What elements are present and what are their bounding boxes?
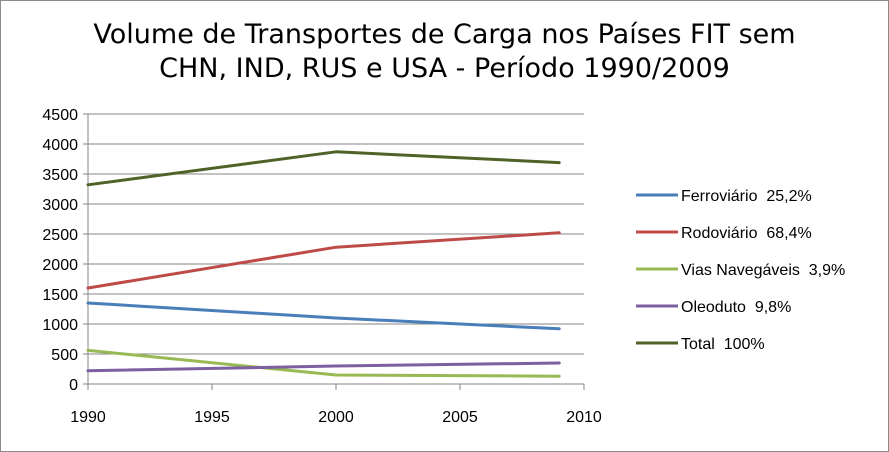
legend-label: Rodoviário 68,4% — [681, 225, 812, 242]
series-line-4 — [86, 361, 561, 373]
legend-label: Oleoduto 9,8% — [681, 299, 791, 316]
legend-label: Vias Navegáveis 3,9% — [681, 262, 845, 279]
chart-title: Volume de Transportes de Carga nos Paíse… — [0, 18, 889, 86]
series-line-5 — [86, 150, 561, 187]
y-tick-label: 4000 — [42, 137, 78, 154]
y-tick-label: 500 — [51, 347, 78, 364]
x-tick-label: 2000 — [318, 409, 354, 426]
legend-label: Total 100% — [681, 336, 765, 353]
y-tick-label: 0 — [69, 377, 78, 394]
legend: Ferroviário 25,2% Rodoviário 68,4% Vias Na… — [636, 188, 845, 353]
x-tick-label: 1995 — [194, 409, 230, 426]
y-tick-label: 2000 — [42, 257, 78, 274]
x-tick-label: 1990 — [70, 409, 106, 426]
series-line-2 — [86, 231, 561, 290]
axes: 0 500 1000 1500 2000 2500 3000 3500 4000 4500 1990… — [42, 107, 601, 426]
series-line-3 — [86, 348, 561, 378]
y-tick-label: 1500 — [42, 287, 78, 304]
chart-title-line-2: CHN, IND, RUS e USA - Período 1990/2009 — [159, 53, 730, 84]
chart-title-line-1: Volume de Transportes de Carga nos Paíse… — [93, 19, 796, 50]
y-tick-label: 3000 — [42, 197, 78, 214]
series-lines — [86, 150, 561, 378]
legend-label: Ferroviário 25,2% — [681, 188, 812, 205]
y-tick-label: 3500 — [42, 167, 78, 184]
x-tick-label: 2005 — [442, 409, 478, 426]
series-line-1 — [86, 301, 561, 331]
y-tick-label: 1000 — [42, 317, 78, 334]
y-tick-label: 4500 — [42, 107, 78, 124]
x-tick-label: 2010 — [566, 409, 602, 426]
y-tick-label: 2500 — [42, 227, 78, 244]
